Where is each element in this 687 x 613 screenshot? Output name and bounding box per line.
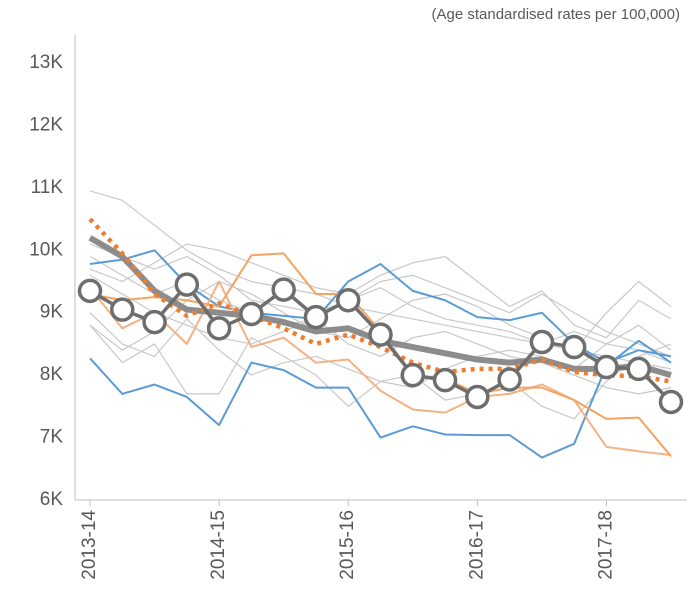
y-tick-label: 9K: [40, 302, 64, 323]
marker: [561, 334, 587, 360]
marker: [174, 272, 200, 297]
y-tick-label: 6K: [40, 489, 64, 510]
marker: [529, 329, 555, 355]
y-tick-label: 7K: [40, 427, 64, 448]
x-tick-label: 2015-16: [337, 510, 358, 580]
marker: [206, 316, 232, 341]
marker: [77, 278, 103, 304]
y-tick-label: 11K: [31, 177, 64, 198]
marker: [465, 384, 490, 410]
marker: [303, 304, 329, 330]
marker: [658, 389, 684, 415]
marker: [626, 356, 651, 382]
marker: [594, 354, 619, 380]
x-tick-label: 2017-18: [595, 510, 616, 580]
marker: [110, 297, 135, 322]
marker: [497, 367, 522, 392]
series-line: [89, 274, 672, 395]
chart-subtitle: (Age standardised rates per 100,000): [432, 6, 681, 23]
series-line: [89, 243, 672, 357]
x-tick-label: 2013-14: [79, 510, 100, 580]
marker: [400, 362, 426, 388]
marker: [368, 322, 393, 347]
y-tick-label: 10K: [29, 239, 63, 260]
series-line: [89, 339, 672, 459]
series-line: [88, 217, 672, 384]
y-tick-label: 13K: [29, 52, 63, 73]
x-tick-label: 2016-17: [466, 510, 487, 580]
marker: [142, 309, 167, 335]
marker: [432, 367, 458, 393]
y-tick-label: 8K: [40, 364, 64, 385]
marker: [239, 301, 264, 327]
x-tick-label: 2014-15: [208, 510, 229, 580]
marker: [335, 287, 361, 313]
series-line: [89, 243, 672, 339]
y-tick-label: 12K: [29, 114, 63, 135]
marker: [271, 277, 296, 302]
